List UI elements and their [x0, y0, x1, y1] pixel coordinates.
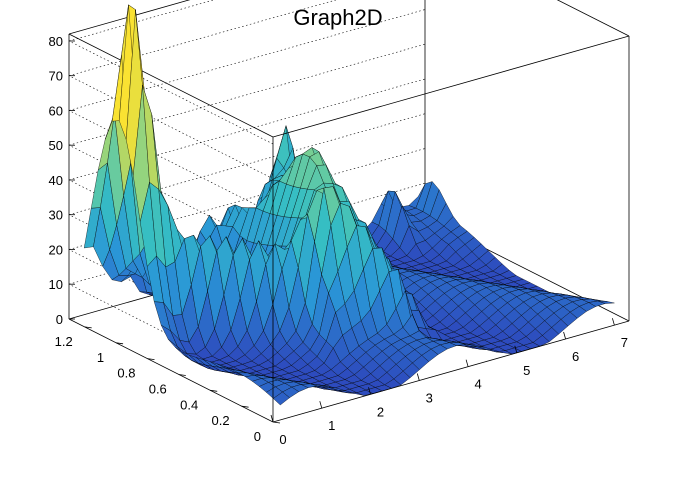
- x-tick-mark: [612, 318, 615, 326]
- x-tick-label: 5: [523, 363, 530, 378]
- y-tick-mark: [241, 405, 249, 408]
- x-tick-label: 7: [621, 335, 628, 350]
- y-axis-line: [68, 318, 274, 423]
- z-gridline-back: [68, 43, 426, 146]
- z-tick-label: 70: [49, 69, 63, 84]
- y-axis-ticks: 0 0.2 0.4 0.6 0.8 1 1.2: [55, 326, 281, 444]
- z-tick-label: 10: [49, 277, 63, 292]
- y-tick-mark: [272, 421, 281, 424]
- x-tick-label: 3: [426, 391, 433, 406]
- z-tick-label: 80: [49, 34, 63, 49]
- surface-cell: [598, 300, 615, 304]
- z-gridline-back: [68, 78, 426, 181]
- surface-plot: [83, 4, 615, 406]
- z-tick-label: 20: [49, 243, 63, 258]
- right-top-edge: [556, 0, 630, 37]
- x-axis-line: [272, 320, 630, 423]
- z-axis-ticks: 0 10 20 30 40 50 60 70 80: [49, 34, 75, 327]
- front-top-edge: [272, 35, 630, 138]
- chart-title: Graph2D: [293, 5, 382, 30]
- y-tick-label: 1: [97, 350, 104, 365]
- z-tick-label: 60: [49, 104, 63, 119]
- x-tick-mark: [368, 387, 371, 395]
- y-tick-label: 0: [254, 429, 261, 444]
- z-tick-label: 40: [49, 173, 63, 188]
- x-tick-label: 6: [572, 349, 579, 364]
- y-tick-label: 0.8: [117, 366, 135, 381]
- x-tick-label: 1: [328, 418, 335, 433]
- y-tick-label: 0.4: [180, 397, 198, 412]
- x-tick-label: 4: [474, 377, 481, 392]
- x-tick-label: 2: [377, 404, 384, 419]
- front-frame: [68, 35, 630, 423]
- left-top-edge: [68, 33, 274, 138]
- x-tick-mark: [465, 359, 469, 367]
- y-tick-mark: [210, 389, 218, 392]
- z-gridline-back: [68, 148, 426, 250]
- y-tick-label: 0.2: [212, 413, 230, 428]
- z-tick-label: 30: [49, 208, 63, 223]
- z-tick-label: 50: [49, 138, 63, 153]
- x-tick-mark: [416, 373, 420, 381]
- z-gridline-back: [68, 0, 337, 76]
- x-tick-label: 0: [279, 432, 286, 447]
- z-tick-label: 0: [56, 312, 63, 327]
- x-tick-mark: [319, 401, 323, 409]
- y-tick-mark: [147, 358, 155, 360]
- y-tick-label: 0.6: [149, 382, 167, 397]
- z-gridline-back: [68, 113, 426, 215]
- y-tick-mark: [84, 326, 92, 329]
- x-tick-mark: [514, 345, 518, 353]
- y-tick-label: 1.2: [55, 334, 73, 349]
- x-tick-mark: [270, 414, 274, 423]
- y-tick-mark: [178, 374, 186, 376]
- z-gridline-left: [68, 40, 274, 145]
- z-gridline-back: [68, 9, 426, 111]
- x-tick-mark: [563, 331, 566, 340]
- x-axis-ticks: 0 1 2 3 4 5 6 7: [270, 318, 628, 447]
- y-tick-mark: [116, 342, 124, 345]
